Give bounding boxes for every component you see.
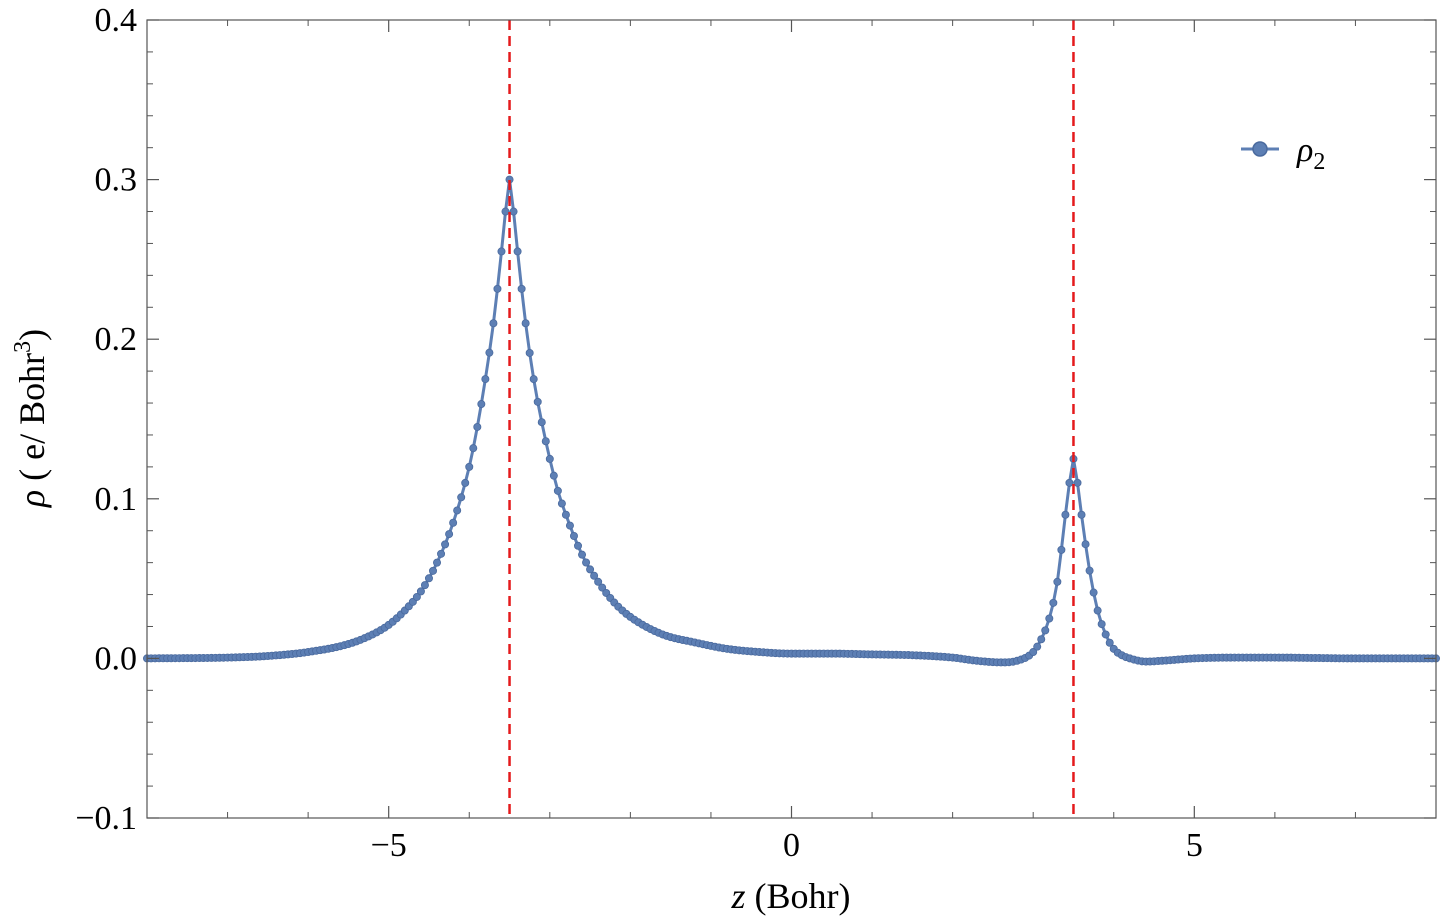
data-point — [469, 444, 478, 453]
legend-label: ρ2 — [1296, 132, 1325, 175]
data-point — [481, 375, 490, 384]
data-point — [541, 437, 550, 446]
data-point — [569, 532, 578, 541]
data-point — [1041, 626, 1050, 635]
data-point — [1105, 638, 1114, 647]
data-point — [1101, 630, 1110, 639]
data-point — [1049, 598, 1058, 607]
data-point — [574, 541, 583, 550]
data-point — [582, 558, 591, 567]
data-point — [1093, 606, 1102, 615]
x-tick-label: −5 — [371, 827, 407, 864]
data-point — [485, 348, 494, 357]
data-point — [578, 550, 587, 559]
y-axis: −0.1 0.0 0.1 0.2 0.3 0.4 — [75, 2, 1436, 837]
data-point — [513, 247, 522, 256]
data-point — [586, 565, 595, 574]
data-point — [428, 566, 437, 575]
x-tick-label: 0 — [783, 827, 800, 864]
data-point — [529, 375, 538, 384]
y-axis-title-unit: ( e/ Bohr — [12, 353, 52, 490]
legend-label-subscript: 2 — [1313, 149, 1325, 175]
data-point — [509, 207, 518, 216]
y-tick-label: 0.0 — [95, 640, 138, 677]
y-axis-title-close: ) — [12, 329, 52, 341]
data-point — [433, 558, 442, 567]
x-tick-label: 5 — [1186, 827, 1203, 864]
legend: ρ2 — [1241, 132, 1325, 175]
data-point — [420, 581, 429, 590]
data-point — [1057, 545, 1066, 554]
data-point — [453, 506, 462, 515]
data-point — [437, 549, 446, 558]
data-point — [1077, 510, 1086, 519]
plot-area — [142, 20, 1440, 818]
data-point — [501, 207, 510, 216]
data-point — [549, 471, 558, 480]
y-tick-label: −0.1 — [75, 800, 137, 837]
data-point — [1045, 614, 1054, 623]
data-point — [1037, 635, 1046, 644]
data-point — [561, 510, 570, 519]
y-tick-label: 0.4 — [95, 2, 138, 39]
data-point — [1097, 620, 1106, 629]
data-point — [489, 319, 498, 328]
data-point — [441, 540, 450, 549]
data-point — [473, 422, 482, 431]
y-tick-label: 0.1 — [95, 481, 138, 518]
data-point — [1053, 577, 1062, 586]
legend-marker-swatch — [1252, 141, 1268, 157]
data-point — [565, 521, 574, 530]
data-point — [1089, 588, 1098, 597]
legend-label-symbol: ρ — [1296, 132, 1313, 169]
series-line — [146, 179, 1436, 664]
data-point — [465, 462, 474, 471]
data-point — [590, 571, 599, 580]
data-point — [497, 247, 506, 256]
data-point — [525, 348, 534, 357]
data-point — [1085, 566, 1094, 575]
y-axis-title-superscript: 3 — [10, 341, 36, 353]
x-axis-title-unit: (Bohr) — [746, 876, 851, 916]
x-axis: −5 0 5 — [146, 20, 1437, 864]
y-tick-label: 0.3 — [95, 162, 138, 199]
data-point — [449, 518, 458, 527]
data-point — [1033, 642, 1042, 651]
data-point — [1065, 478, 1074, 487]
data-point — [416, 587, 425, 596]
data-point — [445, 530, 454, 539]
data-point — [594, 577, 603, 586]
data-point — [533, 397, 542, 406]
data-point — [598, 583, 607, 592]
data-point — [545, 454, 554, 463]
data-point — [493, 284, 502, 293]
data-point — [537, 418, 546, 427]
data-point — [1081, 540, 1090, 549]
data-point — [517, 284, 526, 293]
data-point — [1073, 478, 1082, 487]
x-axis-title: z (Bohr) — [731, 876, 851, 916]
plot-frame — [146, 19, 1437, 819]
data-point — [521, 319, 530, 328]
data-point — [412, 592, 421, 601]
y-axis-title: ρ ( e/ Bohr3) — [10, 329, 52, 508]
data-point — [1061, 510, 1070, 519]
data-point — [424, 574, 433, 583]
y-tick-label: 0.2 — [95, 321, 138, 358]
x-axis-title-variable: z — [731, 876, 746, 916]
data-point — [557, 499, 566, 508]
data-point — [553, 486, 562, 495]
data-point — [1029, 648, 1038, 657]
data-point — [461, 478, 470, 487]
data-point — [477, 400, 486, 409]
y-axis-title-symbol: ρ — [12, 490, 52, 508]
data-point — [457, 493, 466, 502]
